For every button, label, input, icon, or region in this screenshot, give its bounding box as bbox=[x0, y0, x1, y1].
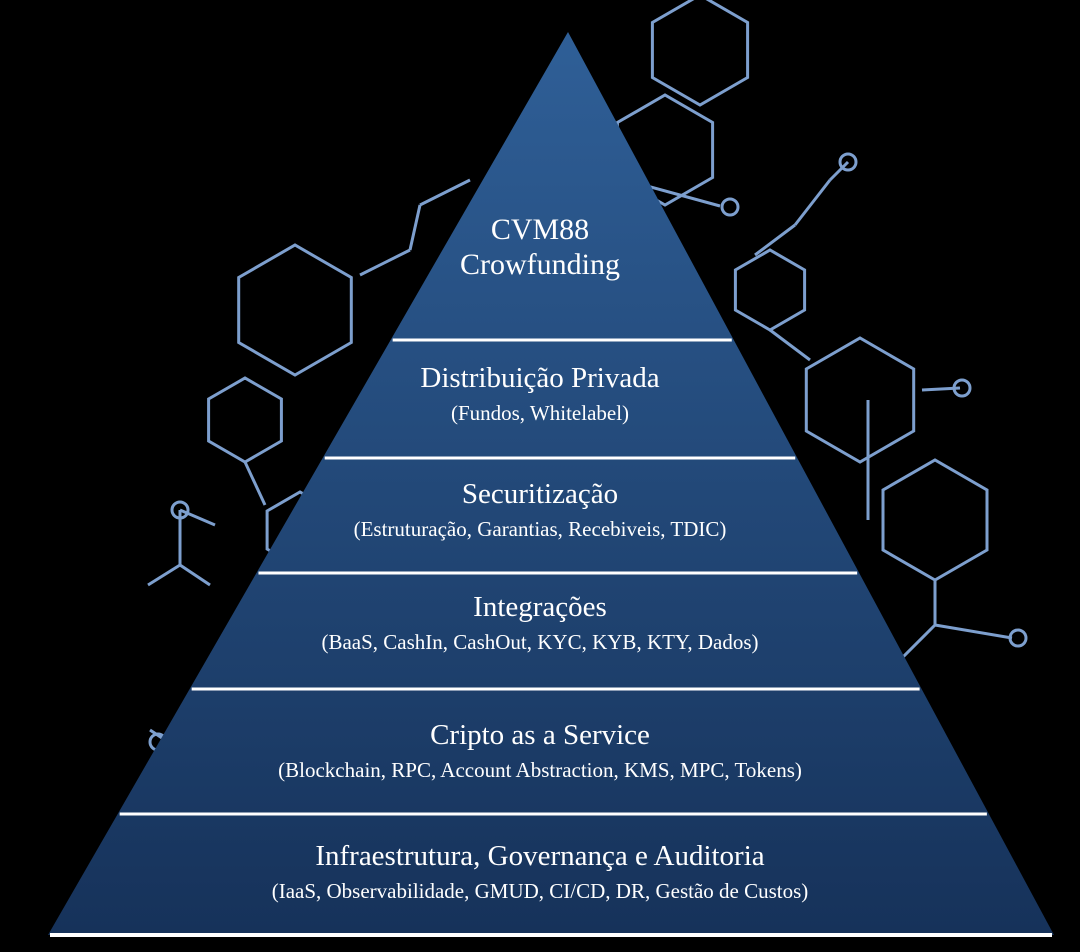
bond-line bbox=[359, 248, 411, 277]
pyramid-body bbox=[48, 32, 1054, 935]
bond-line bbox=[179, 563, 211, 587]
bond-line bbox=[147, 563, 181, 587]
layer-4-title: Integrações bbox=[473, 591, 607, 623]
layer-3-title: Securitização bbox=[461, 478, 619, 510]
layer-6-title: Infraestrutura, Governança e Auditoria bbox=[315, 840, 765, 872]
bond-line bbox=[408, 204, 422, 251]
layer-6: Infraestrutura, Governança e Auditoria (… bbox=[0, 840, 1080, 905]
bond-line bbox=[793, 179, 832, 226]
layer-4: Integrações (BaaS, CashIn, CashOut, KYC,… bbox=[0, 591, 1080, 656]
hexagon-shape bbox=[237, 243, 353, 377]
hexagon-shape bbox=[650, 0, 750, 107]
bond-line bbox=[243, 461, 267, 506]
layer-1-title-line-1: CVM88 bbox=[490, 213, 590, 246]
node-circle bbox=[720, 197, 740, 217]
layer-1: CVM88 Crowfunding bbox=[0, 213, 1080, 282]
node-circle bbox=[952, 378, 972, 398]
layer-2-title: Distribuição Privada bbox=[420, 362, 660, 394]
bond-line bbox=[754, 223, 796, 257]
layer-3-subtitle: (Estruturação, Garantias, Recebiveis, TD… bbox=[353, 517, 727, 542]
bond-line bbox=[828, 160, 850, 182]
layer-6-subtitle: (IaaS, Observabilidade, GMUD, CI/CD, DR,… bbox=[271, 879, 809, 904]
layer-4-subtitle: (BaaS, CashIn, CashOut, KYC, KYB, KTY, D… bbox=[321, 630, 759, 655]
layer-3: Securitização (Estruturação, Garantias, … bbox=[0, 478, 1080, 543]
layer-5-subtitle: (Blockchain, RPC, Account Abstraction, K… bbox=[278, 758, 802, 783]
node-circle bbox=[838, 152, 858, 172]
bond-line bbox=[769, 328, 811, 362]
bond-line bbox=[179, 508, 216, 527]
node-circle bbox=[1008, 628, 1028, 648]
hexagon-shape bbox=[615, 93, 715, 207]
hexagon-shape bbox=[804, 336, 916, 464]
layer-5: Cripto as a Service (Blockchain, RPC, Ac… bbox=[0, 719, 1080, 784]
layer-5-title: Cripto as a Service bbox=[430, 719, 650, 751]
layer-1-title-line-2: Crowfunding bbox=[460, 247, 620, 281]
bond-line bbox=[419, 178, 471, 207]
layer-2-subtitle: (Fundos, Whitelabel) bbox=[450, 401, 630, 426]
layer-2: Distribuição Privada (Fundos, Whitelabel… bbox=[0, 362, 1080, 427]
bond-line bbox=[934, 623, 1013, 640]
